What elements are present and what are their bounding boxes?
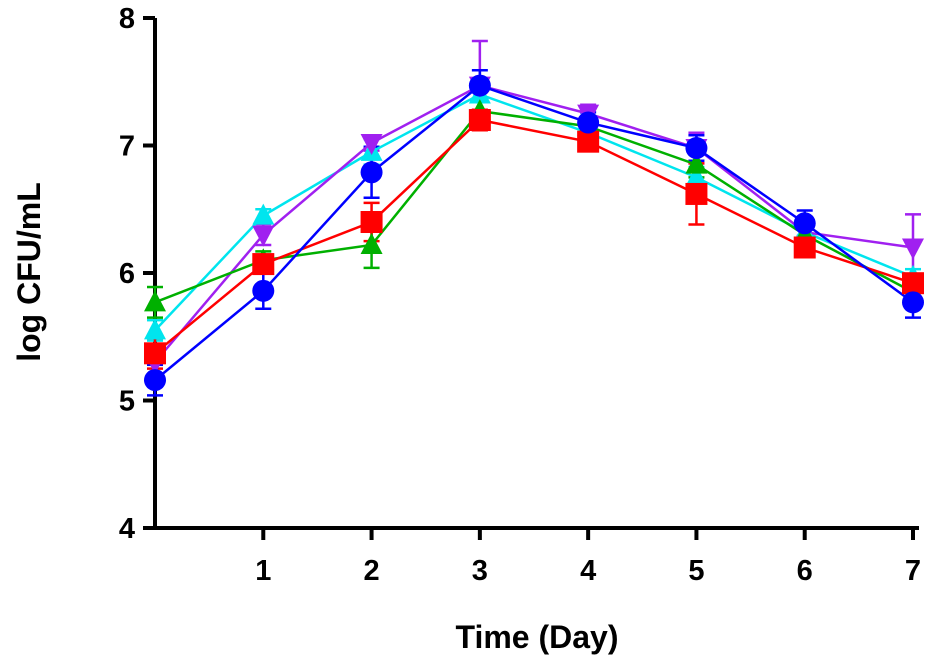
y-tick-label: 6 [119,258,135,290]
x-tick-label: 2 [364,555,380,587]
y-tick-label: 5 [119,386,135,418]
data-point [468,74,491,97]
data-point [144,318,166,340]
data-point [360,161,383,184]
x-tick-label: 6 [797,555,813,587]
data-point [902,291,924,314]
data-point [685,137,708,160]
data-point [144,290,166,312]
y-axis-title: log CFU/mL [11,182,47,362]
x-tick-label: 5 [688,555,704,587]
data-point [252,203,275,225]
data-point [252,253,275,276]
data-point [360,232,383,254]
data-point [902,272,924,295]
data-point [685,165,708,187]
data-point [360,211,383,233]
y-tick-label: 4 [119,513,135,545]
plot-series [144,39,924,397]
x-axis-title: Time (Day) [455,619,618,655]
x-tick-label: 7 [905,555,921,587]
data-point [685,182,708,205]
data-point [902,238,924,260]
data-point [252,279,275,302]
data-point [144,369,166,392]
y-axis: 4 5 6 7 8 [119,3,157,545]
x-axis: 1 2 3 4 5 6 7 [155,526,921,587]
data-point [252,225,275,247]
y-tick-label: 8 [119,3,135,35]
data-point [577,130,600,153]
x-axis-ticks: 1 2 3 4 5 6 7 [255,528,921,587]
data-point [793,212,816,235]
x-tick-label: 1 [255,555,271,587]
data-point [685,152,708,174]
y-axis-ticks: 4 5 6 7 8 [119,3,155,545]
data-point [577,111,600,134]
data-point [360,133,383,155]
data-point [468,109,491,131]
markers-series-5 [144,74,924,392]
markers-series-4 [144,109,924,365]
data-point [144,342,166,365]
x-tick-label: 3 [472,555,488,587]
x-tick-label: 4 [580,555,596,587]
y-tick-label: 7 [119,131,135,163]
data-point [793,236,816,259]
series-line-5 [154,84,914,382]
series-line-4 [154,118,914,355]
series-line-2 [154,84,914,364]
